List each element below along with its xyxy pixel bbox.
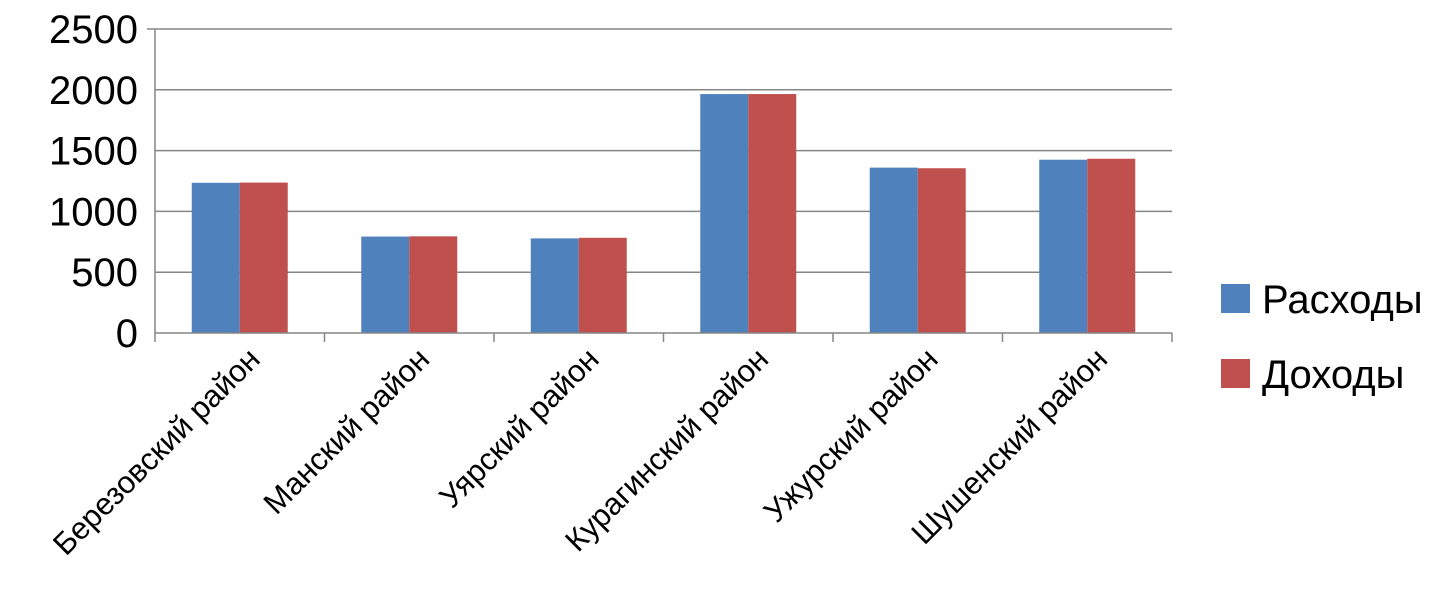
bar-expenses bbox=[530, 238, 579, 333]
legend-swatch bbox=[1221, 359, 1250, 388]
y-tick-label: 2500 bbox=[49, 8, 138, 52]
bar-income bbox=[748, 94, 797, 333]
bar-expenses bbox=[1039, 159, 1088, 333]
bars bbox=[191, 94, 1136, 333]
legend-label: Доходы bbox=[1262, 353, 1404, 397]
y-axis-tick-labels: 0 500 1000 1500 2000 2500 bbox=[49, 8, 138, 356]
legend-label: Расходы bbox=[1262, 278, 1423, 322]
y-tick-label: 2000 bbox=[49, 69, 138, 113]
bar-income bbox=[917, 168, 966, 333]
bar-income bbox=[1087, 158, 1136, 333]
bar-expenses bbox=[191, 182, 240, 333]
legend-swatch bbox=[1221, 284, 1250, 313]
x-category-label: Березовский район bbox=[46, 341, 267, 562]
bar-income bbox=[578, 237, 627, 333]
gridlines bbox=[155, 28, 1172, 273]
legend: Расходы Доходы bbox=[1221, 278, 1423, 397]
x-category-label: Ужурский район bbox=[757, 341, 945, 529]
y-tick-label: 1000 bbox=[49, 190, 138, 234]
bar-income bbox=[409, 236, 458, 333]
bar-expenses bbox=[869, 167, 918, 333]
bar-expenses bbox=[361, 236, 410, 333]
x-category-label: Уярский район bbox=[432, 341, 605, 514]
y-tick-label: 0 bbox=[116, 312, 138, 356]
x-category-label: Манский район bbox=[257, 341, 437, 521]
bar-expenses bbox=[700, 94, 749, 333]
axes bbox=[147, 28, 1173, 342]
bar-income bbox=[239, 182, 288, 333]
y-tick-label: 500 bbox=[71, 251, 138, 295]
y-tick-label: 1500 bbox=[49, 130, 138, 174]
